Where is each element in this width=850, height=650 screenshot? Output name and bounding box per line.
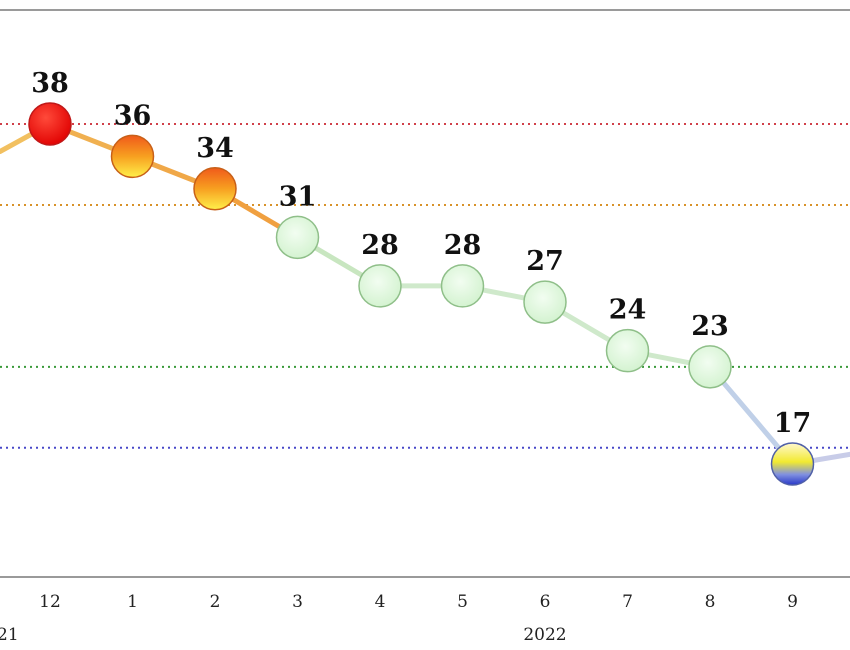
data-label: 38: [31, 68, 69, 99]
data-point-2: [193, 167, 237, 211]
year-label: 2022: [523, 625, 566, 645]
data-label: 27: [526, 246, 564, 277]
data-label: 34: [196, 133, 234, 164]
data-labels: 38 36 34 31 28 28 27 24 23 17: [31, 68, 811, 439]
data-point-7: [605, 328, 650, 373]
x-tick-label: 9: [787, 592, 798, 612]
data-label: 17: [774, 408, 812, 439]
x-tick-label: 8: [705, 592, 716, 612]
data-point-5: [440, 264, 485, 308]
x-tick-label: 6: [540, 592, 551, 612]
data-label: 31: [279, 181, 317, 212]
data-label: 24: [609, 295, 647, 326]
data-point-8: [688, 345, 732, 389]
data-point-1: [110, 134, 155, 179]
x-axis-years: 2021 2022: [0, 625, 567, 645]
x-tick-label: 4: [375, 592, 386, 612]
data-point-12: [28, 102, 72, 146]
x-tick-label: 5: [457, 592, 468, 612]
x-tick-label: 1: [127, 592, 138, 612]
data-label: 36: [114, 100, 152, 131]
x-tick-label: 7: [622, 592, 633, 612]
data-label: 28: [444, 230, 482, 261]
data-point-4: [358, 264, 402, 308]
data-label: 23: [691, 311, 729, 342]
x-tick-label: 12: [39, 592, 61, 612]
data-point-9: [770, 442, 815, 486]
x-axis-ticks: 12 1 2 3 4 5 6 7 8 9: [39, 592, 798, 612]
x-tick-label: 2: [210, 592, 221, 612]
data-points: [28, 102, 815, 486]
data-point-6: [523, 280, 567, 324]
year-label: 2021: [0, 625, 19, 645]
data-point-3: [275, 215, 320, 260]
data-label: 28: [361, 230, 399, 261]
plot-frame: [0, 9, 850, 578]
x-tick-label: 3: [292, 592, 303, 612]
